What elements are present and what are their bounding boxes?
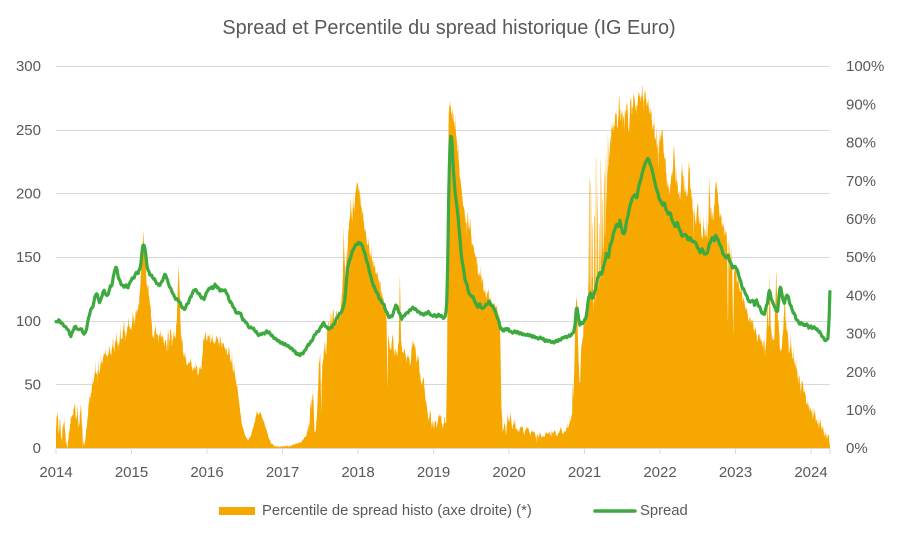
svg-text:0%: 0% — [846, 440, 868, 457]
svg-text:90%: 90% — [846, 96, 876, 113]
svg-text:2016: 2016 — [190, 464, 223, 481]
svg-text:50: 50 — [24, 377, 41, 394]
svg-text:Spread: Spread — [640, 503, 688, 519]
svg-text:Percentile de spread histo (ax: Percentile de spread histo (axe droite) … — [262, 503, 532, 519]
svg-text:150: 150 — [16, 249, 41, 266]
svg-text:20%: 20% — [846, 364, 876, 381]
svg-text:2018: 2018 — [341, 464, 374, 481]
svg-text:30%: 30% — [846, 326, 876, 343]
svg-text:2017: 2017 — [266, 464, 299, 481]
svg-text:80%: 80% — [846, 135, 876, 152]
svg-text:2014: 2014 — [39, 464, 72, 481]
svg-text:70%: 70% — [846, 173, 876, 190]
svg-text:2023: 2023 — [719, 464, 752, 481]
svg-text:100: 100 — [16, 313, 41, 330]
svg-text:200: 200 — [16, 186, 41, 203]
svg-text:0: 0 — [33, 440, 41, 457]
svg-text:300: 300 — [16, 58, 41, 75]
svg-text:2024: 2024 — [794, 464, 827, 481]
svg-text:60%: 60% — [846, 211, 876, 228]
svg-text:100%: 100% — [846, 58, 884, 75]
svg-text:2019: 2019 — [417, 464, 450, 481]
svg-text:2022: 2022 — [643, 464, 676, 481]
svg-text:2021: 2021 — [568, 464, 601, 481]
svg-text:10%: 10% — [846, 402, 876, 419]
svg-text:250: 250 — [16, 122, 41, 139]
svg-text:2015: 2015 — [115, 464, 148, 481]
svg-text:50%: 50% — [846, 249, 876, 266]
svg-text:Spread et Percentile du spread: Spread et Percentile du spread historiqu… — [222, 17, 675, 39]
svg-text:2020: 2020 — [492, 464, 525, 481]
svg-text:40%: 40% — [846, 287, 876, 304]
